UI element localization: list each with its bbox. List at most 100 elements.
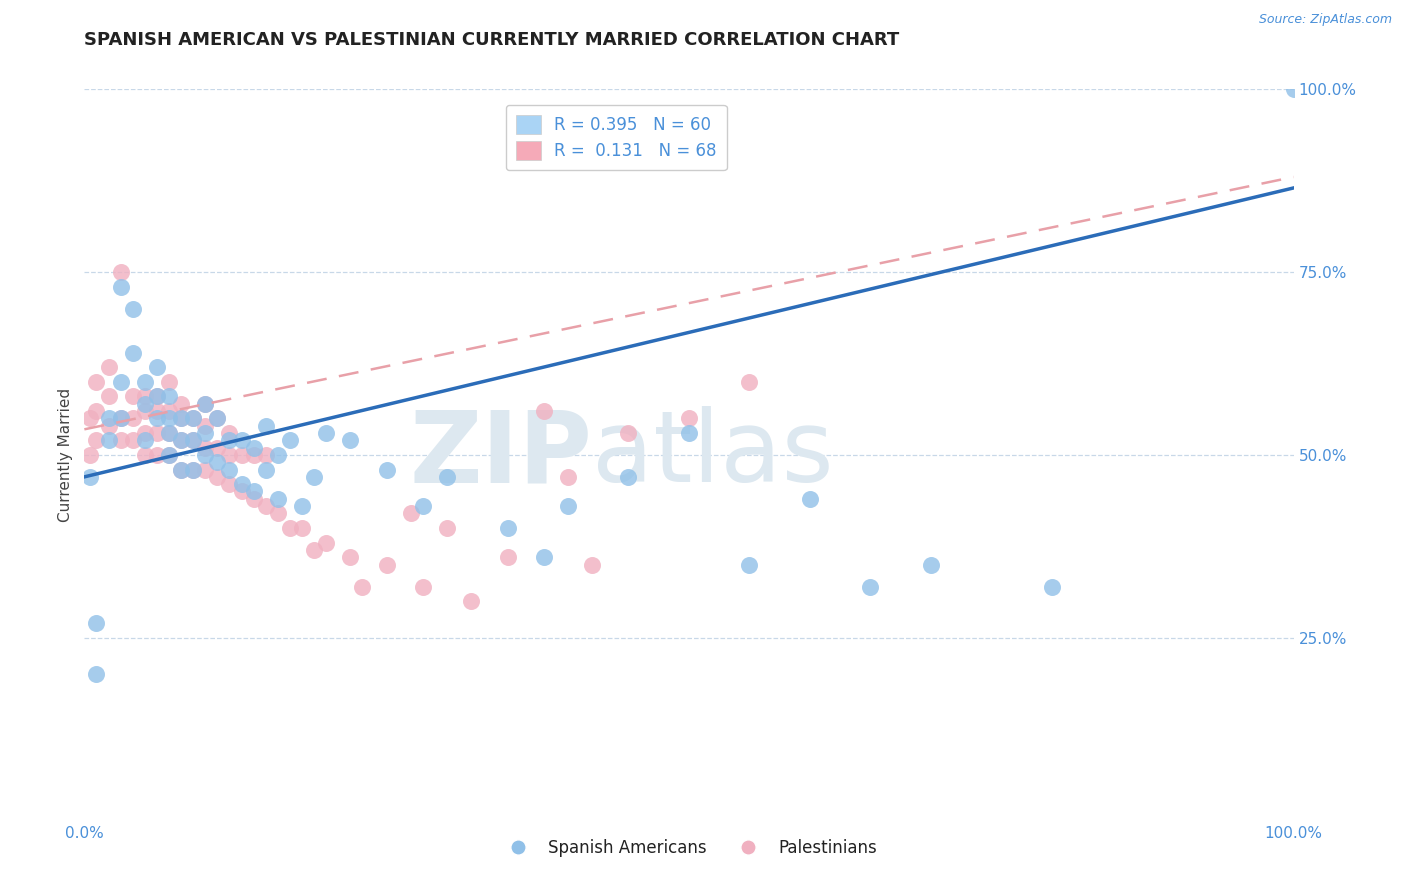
- Point: [134, 375, 156, 389]
- Point: [134, 404, 156, 418]
- Point: [110, 265, 132, 279]
- Legend: Spanish Americans, Palestinians: Spanish Americans, Palestinians: [495, 832, 883, 863]
- Point: [110, 434, 132, 448]
- Point: [110, 411, 132, 425]
- Point: [207, 470, 229, 484]
- Point: [207, 411, 229, 425]
- Point: [170, 434, 193, 448]
- Point: [242, 484, 264, 499]
- Point: [146, 360, 169, 375]
- Point: [581, 558, 603, 572]
- Point: [194, 462, 217, 476]
- Point: [110, 279, 132, 293]
- Point: [146, 389, 169, 403]
- Point: [231, 484, 253, 499]
- Point: [1282, 82, 1305, 96]
- Point: [617, 425, 640, 440]
- Point: [231, 477, 253, 491]
- Point: [181, 462, 204, 476]
- Point: [79, 411, 101, 425]
- Point: [399, 507, 422, 521]
- Point: [460, 594, 482, 608]
- Point: [86, 404, 108, 418]
- Point: [157, 425, 180, 440]
- Point: [134, 397, 156, 411]
- Point: [157, 448, 180, 462]
- Point: [121, 389, 143, 403]
- Point: [194, 441, 217, 455]
- Point: [79, 448, 101, 462]
- Point: [134, 389, 156, 403]
- Point: [218, 425, 240, 440]
- Point: [194, 397, 217, 411]
- Point: [1040, 580, 1063, 594]
- Point: [170, 397, 193, 411]
- Point: [496, 550, 519, 565]
- Point: [110, 411, 132, 425]
- Point: [134, 425, 156, 440]
- Point: [181, 434, 204, 448]
- Point: [97, 418, 120, 433]
- Point: [86, 616, 108, 631]
- Point: [121, 411, 143, 425]
- Point: [242, 441, 264, 455]
- Point: [231, 448, 253, 462]
- Point: [291, 521, 314, 535]
- Point: [86, 434, 108, 448]
- Y-axis label: Currently Married: Currently Married: [58, 388, 73, 522]
- Point: [412, 499, 434, 513]
- Point: [97, 389, 120, 403]
- Point: [97, 434, 120, 448]
- Point: [738, 558, 761, 572]
- Point: [254, 448, 277, 462]
- Point: [436, 521, 458, 535]
- Point: [218, 462, 240, 476]
- Point: [86, 375, 108, 389]
- Point: [617, 470, 640, 484]
- Point: [302, 543, 325, 558]
- Point: [121, 345, 143, 359]
- Point: [254, 418, 277, 433]
- Point: [278, 434, 301, 448]
- Point: [110, 375, 132, 389]
- Point: [157, 389, 180, 403]
- Point: [557, 499, 579, 513]
- Point: [436, 470, 458, 484]
- Point: [738, 375, 761, 389]
- Point: [181, 434, 204, 448]
- Point: [412, 580, 434, 594]
- Point: [97, 360, 120, 375]
- Point: [267, 507, 290, 521]
- Point: [339, 434, 361, 448]
- Point: [146, 411, 169, 425]
- Text: SPANISH AMERICAN VS PALESTINIAN CURRENTLY MARRIED CORRELATION CHART: SPANISH AMERICAN VS PALESTINIAN CURRENTL…: [84, 31, 900, 49]
- Point: [121, 301, 143, 316]
- Point: [170, 462, 193, 476]
- Point: [97, 411, 120, 425]
- Point: [157, 425, 180, 440]
- Point: [218, 477, 240, 491]
- Point: [170, 411, 193, 425]
- Text: Source: ZipAtlas.com: Source: ZipAtlas.com: [1258, 13, 1392, 27]
- Point: [146, 404, 169, 418]
- Point: [134, 434, 156, 448]
- Point: [218, 434, 240, 448]
- Point: [146, 448, 169, 462]
- Point: [218, 448, 240, 462]
- Point: [146, 389, 169, 403]
- Point: [291, 499, 314, 513]
- Point: [375, 462, 398, 476]
- Point: [920, 558, 942, 572]
- Point: [267, 448, 290, 462]
- Point: [134, 448, 156, 462]
- Point: [121, 434, 143, 448]
- Point: [375, 558, 398, 572]
- Point: [352, 580, 374, 594]
- Point: [267, 491, 290, 506]
- Point: [79, 470, 101, 484]
- Point: [181, 411, 204, 425]
- Point: [194, 418, 217, 433]
- Point: [859, 580, 882, 594]
- Text: atlas: atlas: [592, 407, 834, 503]
- Point: [157, 411, 180, 425]
